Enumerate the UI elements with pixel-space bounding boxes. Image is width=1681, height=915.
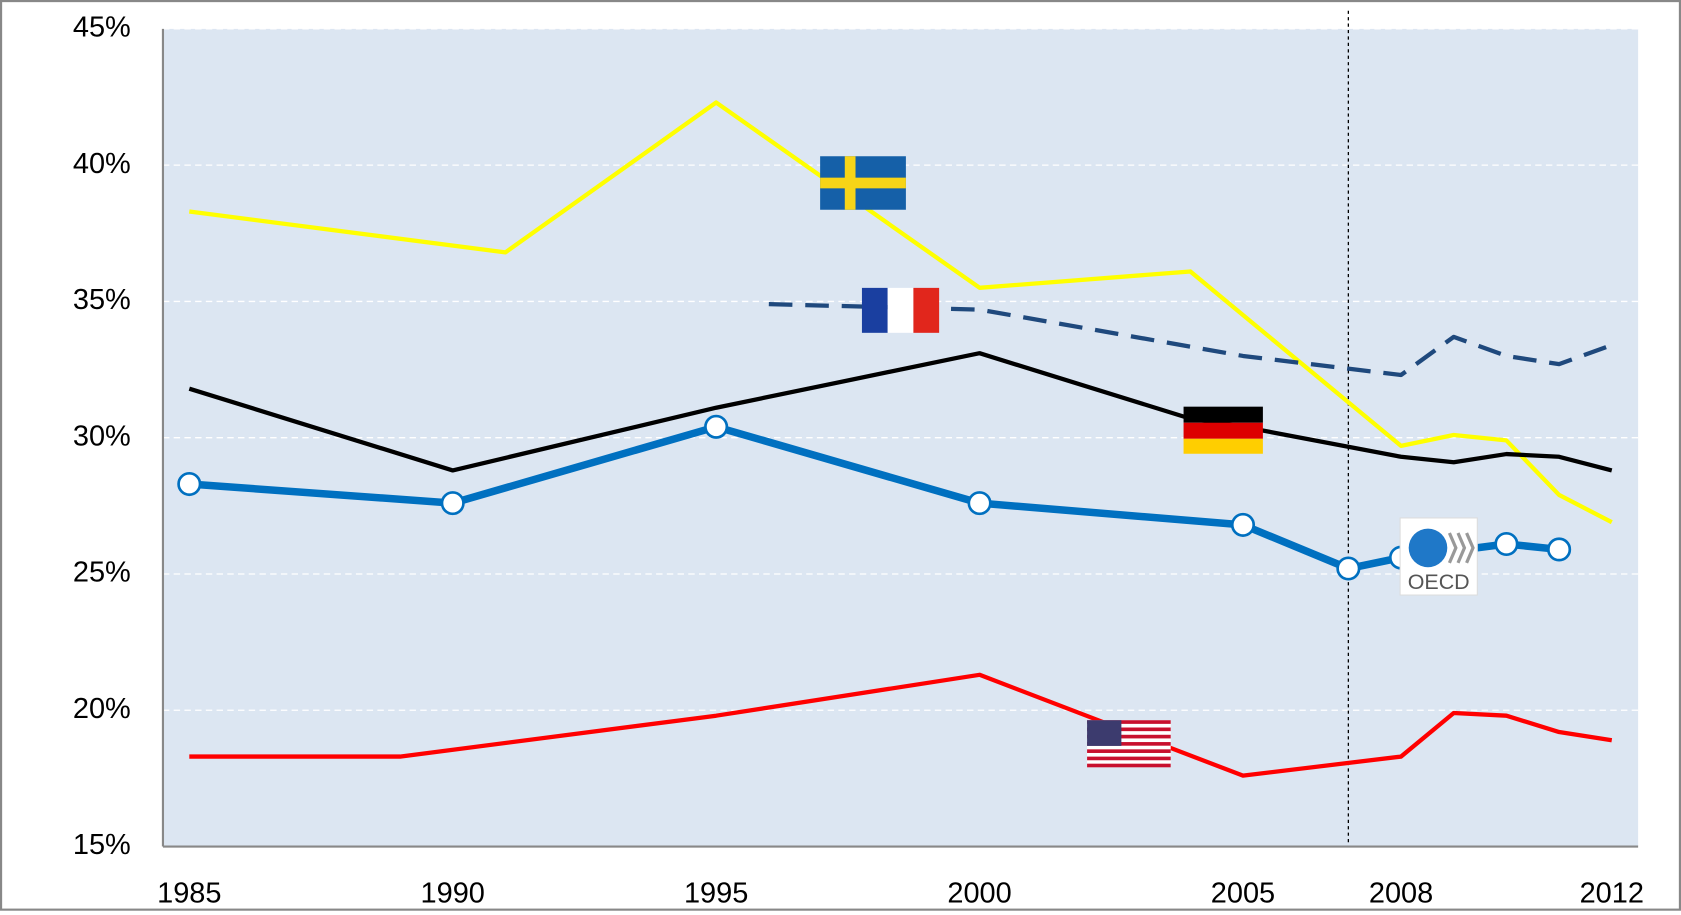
y-tick-label: 20% [73, 693, 131, 725]
x-tick-label: 1985 [157, 877, 221, 909]
point-marker [1336, 556, 1361, 581]
point-marker [1547, 537, 1572, 562]
series-line [189, 672, 1613, 778]
y-tick-label: 15% [73, 829, 131, 861]
point-marker [440, 491, 465, 516]
y-tick-label: 25% [73, 557, 131, 589]
series-line [768, 302, 1613, 378]
y-tick-label: 40% [73, 148, 131, 180]
x-tick-label: 2000 [947, 877, 1011, 909]
x-tick-label: 2012 [1580, 877, 1644, 909]
flag-sweden [820, 156, 906, 210]
series-line [189, 100, 1613, 525]
x-tick-label: 1990 [421, 877, 485, 909]
oecd-logo: OECD [1399, 517, 1478, 596]
point-marker [1230, 512, 1256, 537]
point-marker [1494, 531, 1519, 557]
y-tick-label: 45% [73, 12, 131, 44]
flag-france [861, 287, 940, 333]
plot-area [162, 28, 1639, 847]
y-tick-label: 30% [73, 420, 131, 452]
point-marker [967, 491, 992, 516]
x-tick-label: 2008 [1369, 877, 1433, 909]
flag-germany [1183, 406, 1263, 454]
x-tick-label: 2005 [1211, 877, 1275, 909]
flag-usa [1087, 720, 1171, 768]
point-marker [177, 471, 202, 497]
y-tick-label: 35% [73, 284, 131, 316]
x-tick-label: 1995 [684, 877, 748, 909]
point-marker [704, 414, 729, 439]
oecd-label: OECD [1408, 570, 1470, 594]
